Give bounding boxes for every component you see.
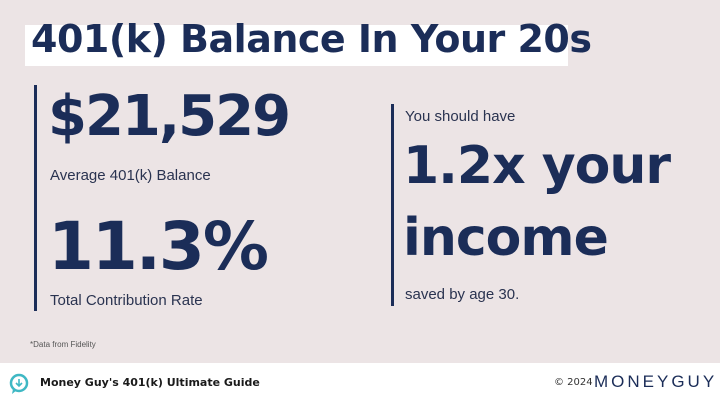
title-highlight	[25, 25, 568, 66]
intro-text: You should have	[405, 108, 516, 125]
guide-title: Money Guy's 401(k) Ultimate Guide	[40, 376, 260, 389]
rate-label: Total Contribution Rate	[50, 292, 203, 309]
multiple-line1: 1.2x your	[403, 136, 671, 196]
multiple-line2: income	[403, 208, 609, 268]
footer: Money Guy's 401(k) Ultimate Guide © 2024…	[0, 363, 720, 404]
footnote: *Data from Fidelity	[30, 340, 96, 349]
copyright: © 2024	[554, 377, 593, 388]
right-divider	[391, 104, 394, 306]
outro-text: saved by age 30.	[405, 286, 520, 303]
balance-value: $21,529	[48, 84, 291, 149]
rate-value: 11.3%	[48, 208, 269, 285]
left-divider	[34, 85, 37, 311]
balance-label: Average 401(k) Balance	[50, 167, 211, 184]
moneyguy-logo: MONEYGUY	[594, 372, 718, 391]
page-title: 401(k) Balance In Your 20s	[31, 17, 592, 61]
guide-chat-icon	[9, 373, 29, 394]
